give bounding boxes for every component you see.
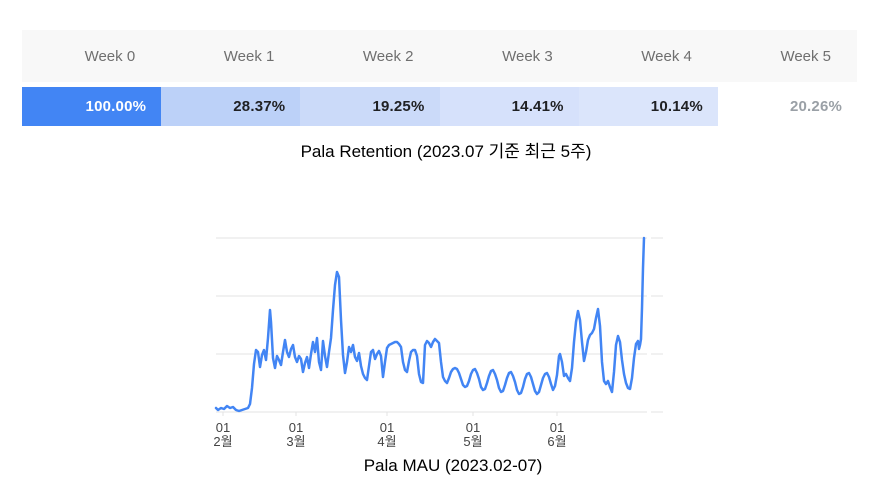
- x-axis-label-feb: 01 2월: [213, 420, 233, 449]
- x-axis-label-may: 01 5월: [463, 420, 483, 449]
- retention-cell-week-4: 10.14%: [578, 87, 718, 126]
- retention-caption: Pala Retention (2023.07 기준 최근 5주): [300, 142, 592, 161]
- retention-cell-week-5: 20.26%: [717, 87, 858, 126]
- mau-line-chart: [214, 236, 663, 416]
- retention-table: Week 0 Week 1 Week 2 Week 3 Week 4 Week …: [22, 30, 858, 126]
- retention-data-row: 100.00% 28.37% 19.25% 14.41% 10.14% 20.2…: [22, 87, 858, 126]
- header-cell-week-1: Week 1: [223, 47, 275, 65]
- retention-cell-week-3: 14.41%: [439, 87, 579, 126]
- header-cell-week-2: Week 2: [362, 47, 414, 65]
- x-axis-label-apr: 01 4월: [377, 420, 397, 449]
- retention-cell-week-1: 28.37%: [161, 87, 301, 126]
- retention-header-row: Week 0 Week 1 Week 2 Week 3 Week 4 Week …: [22, 30, 857, 82]
- retention-cell-week-0: 100.00%: [22, 87, 162, 126]
- mau-caption: Pala MAU (2023.02-07): [363, 456, 543, 475]
- header-cell-week-3: Week 3: [502, 47, 553, 65]
- header-cell-week-4: Week 4: [641, 47, 692, 65]
- header-cell-week-0: Week 0: [84, 47, 136, 65]
- retention-cell-week-2: 19.25%: [300, 87, 440, 126]
- x-axis-label-jun: 01 6월: [547, 420, 567, 449]
- header-cell-week-5: Week 5: [780, 47, 832, 65]
- x-axis-label-mar: 01 3월: [286, 420, 306, 449]
